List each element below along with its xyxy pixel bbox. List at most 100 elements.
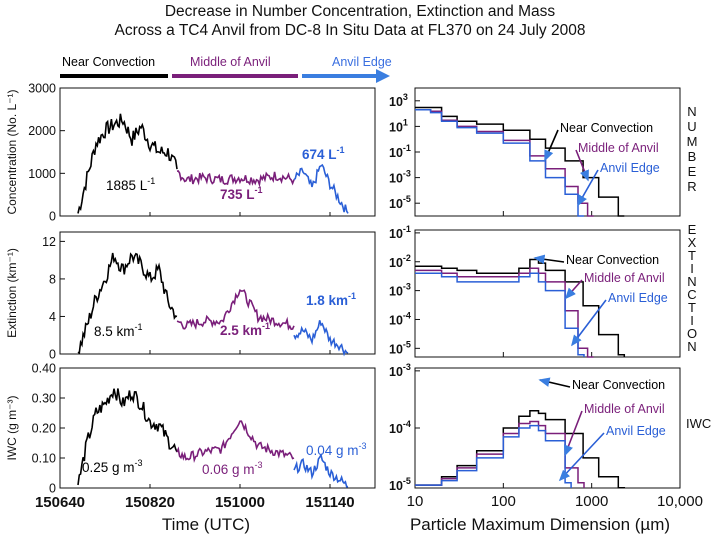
side-label-letter: B <box>688 149 697 164</box>
annotation-edge-sup: -3 <box>359 441 367 451</box>
ytick-base: 10 <box>389 313 403 327</box>
side-label-letter: X <box>688 235 697 250</box>
annotation-edge: 0.04 g m-3 <box>306 441 367 458</box>
annotation-edge-sup: -1 <box>337 145 345 155</box>
side-label-letter: N <box>687 104 696 119</box>
ytick-label: 10-5 <box>389 339 411 356</box>
ytick-label: 10-3 <box>389 169 411 186</box>
region-label-2: Anvil Edge <box>332 55 392 69</box>
series-line-edge <box>293 163 349 214</box>
sizedist-annotation-edge: Anvil Edge <box>600 161 660 175</box>
ytick-exp: -3 <box>403 282 411 292</box>
ytick-exp: -4 <box>403 310 411 320</box>
ytick-label: 3000 <box>28 82 56 96</box>
ytick-exp: -3 <box>403 169 411 179</box>
y-axis-label: Concentration (No. L⁻¹) <box>5 89 19 214</box>
ytick-base: 10 <box>389 197 403 211</box>
ytick-label: 12 <box>42 235 56 249</box>
ytick-base: 10 <box>389 146 403 160</box>
side-label-letter: E <box>688 222 697 237</box>
sizedist-line-near <box>415 410 626 489</box>
annotation-edge: 674 L-1 <box>302 145 345 162</box>
annotation-near-sup: -1 <box>135 322 143 332</box>
ytick-label: 0 <box>49 210 56 224</box>
series-line-middle <box>176 420 295 463</box>
timeseries-frame-0 <box>59 87 376 217</box>
annotation-near-base: 8.5 km <box>94 324 135 339</box>
sizedist-frame-1 <box>414 229 681 358</box>
sizedist-annotation-middle: Middle of Anvil <box>584 402 665 416</box>
ytick-exp: -1 <box>403 143 411 153</box>
series-line-middle <box>176 288 295 331</box>
ytick-label: 10-3 <box>389 282 411 299</box>
xtick-label: 1000 <box>575 493 608 510</box>
series-line-near <box>77 388 178 486</box>
ytick-label: 0 <box>49 482 56 496</box>
annotation-edge-base: 674 L <box>302 147 337 162</box>
sizedist-annotation-edge: Anvil Edge <box>606 424 666 438</box>
annotation-middle-sup: -1 <box>262 321 270 331</box>
ytick-base: 10 <box>389 227 403 241</box>
ytick-label: 4 <box>49 310 56 324</box>
sizedist-line-edge <box>415 108 584 217</box>
side-label-letter: IWC <box>686 416 711 431</box>
series-line-near <box>77 113 178 214</box>
side-label-letter: T <box>688 300 696 315</box>
annotation-edge: 1.8 km-1 <box>306 291 356 308</box>
ytick-label: 0.10 <box>32 452 56 466</box>
annotation-edge-sup: -1 <box>348 291 356 301</box>
annotation-near-sup: -3 <box>135 458 143 468</box>
xtick-label: 150640 <box>35 494 85 511</box>
side-label-letter: E <box>688 164 697 179</box>
sizedist-annotation-middle: Middle of Anvil <box>578 141 659 155</box>
ytick-label: 10-3 <box>389 362 411 379</box>
sizedist-annotation-near: Near Convection <box>566 253 659 267</box>
xtick-label: 10,000 <box>657 493 703 510</box>
annotation-arrow-middle <box>575 149 589 182</box>
region-label-1: Middle of Anvil <box>190 55 271 69</box>
series-line-middle <box>176 170 295 188</box>
ytick-base: 10 <box>389 285 403 299</box>
y-axis-label: Extinction (km⁻¹) <box>5 248 19 338</box>
side-label-letter: R <box>687 179 696 194</box>
ytick-base: 10 <box>389 256 403 270</box>
ytick-base: 10 <box>389 422 403 436</box>
side-label-letter: T <box>688 248 696 263</box>
x-axis-label: Particle Maximum Dimension (µm) <box>410 515 670 534</box>
ytick-label: 2000 <box>28 124 56 138</box>
annotation-near-sup: -1 <box>147 176 155 186</box>
side-label-letter: O <box>687 326 697 341</box>
xtick-label: 100 <box>491 493 516 510</box>
annotation-middle-sup: -1 <box>255 185 263 195</box>
ytick-base: 10 <box>389 342 403 356</box>
region-arrow-head <box>376 69 390 83</box>
side-label-letter: I <box>690 313 694 328</box>
side-label-letter: U <box>687 119 696 134</box>
annotation-arrow-edge <box>558 432 605 482</box>
ytick-base: 10 <box>389 479 403 493</box>
x-axis-label: Time (UTC) <box>162 515 250 534</box>
sizedist-line-edge <box>415 424 572 488</box>
ytick-label: 10-4 <box>389 419 411 436</box>
annotation-near: 8.5 km-1 <box>94 322 143 339</box>
ytick-exp: -5 <box>403 339 411 349</box>
sizedist-annotation-near: Near Convection <box>572 378 665 392</box>
sizedist-line-edge <box>415 272 585 357</box>
ytick-label: 101 <box>389 117 408 134</box>
annotation-middle: 0.06 g m-3 <box>202 460 263 477</box>
ytick-label: 10-5 <box>389 476 411 493</box>
annotation-middle: 2.5 km-1 <box>220 321 270 338</box>
ytick-label: 1000 <box>28 167 56 181</box>
xtick-label: 151000 <box>215 494 265 511</box>
annotation-middle-base: 2.5 km <box>220 323 262 338</box>
sizedist-line-middle <box>415 420 585 488</box>
side-label-letter: N <box>687 339 696 354</box>
xtick-label: 150820 <box>125 494 175 511</box>
ytick-label: 0.30 <box>32 392 56 406</box>
annotation-arrow-near <box>533 254 565 265</box>
annotation-edge-base: 0.04 g m <box>306 443 359 458</box>
sizedist-annotation-middle: Middle of Anvil <box>584 271 665 285</box>
ytick-label: 0.40 <box>32 362 56 376</box>
ytick-label: 0.20 <box>32 422 56 436</box>
annotation-arrow-near <box>544 129 559 162</box>
